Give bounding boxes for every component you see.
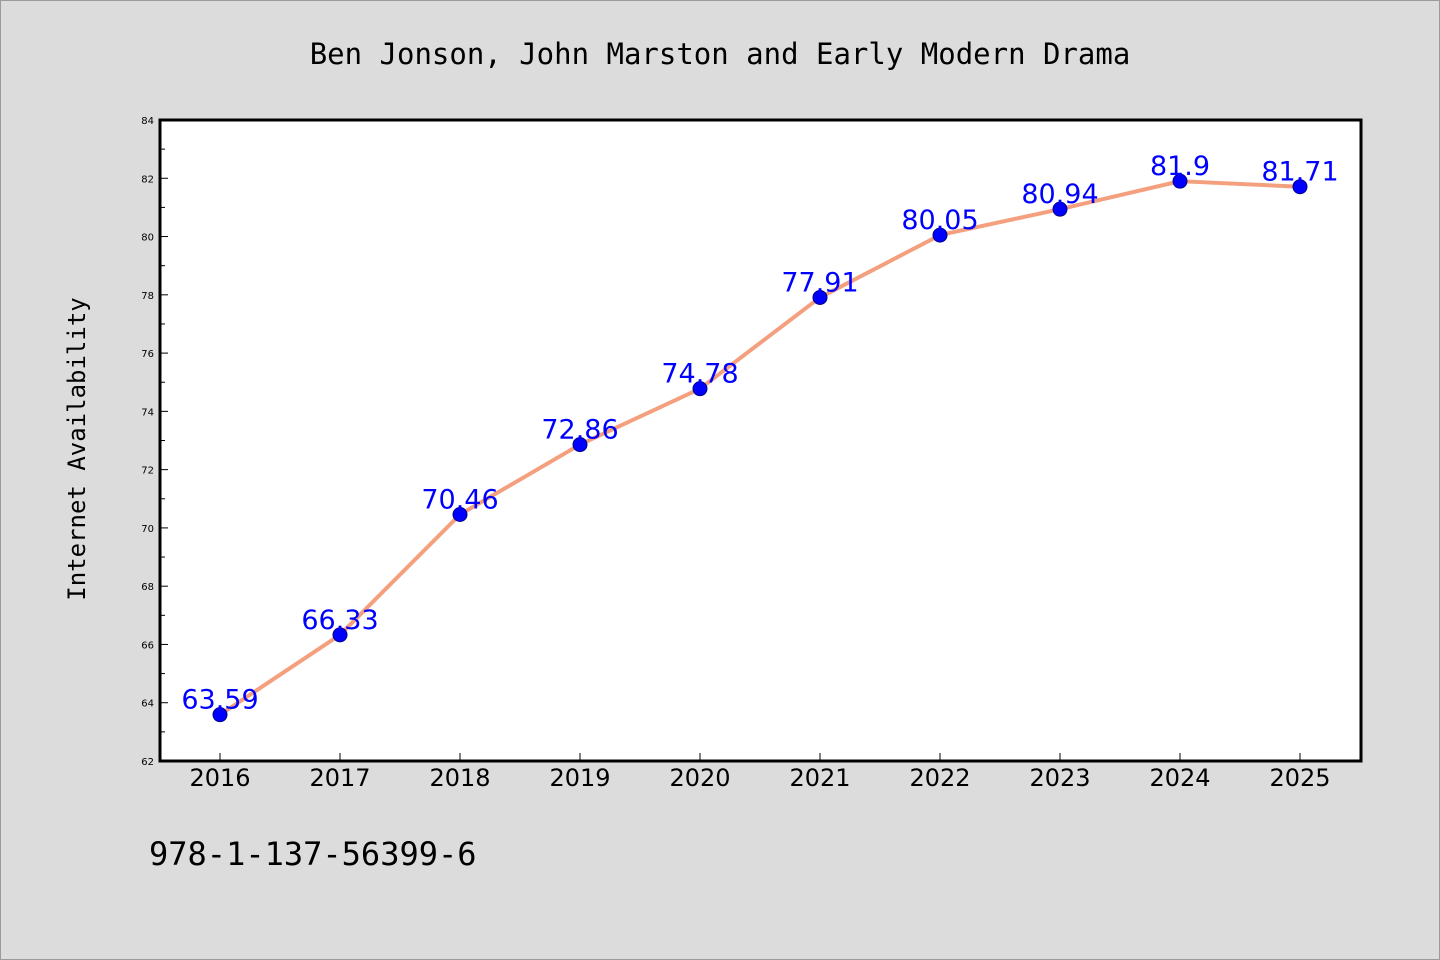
x-tick-label: 2017 bbox=[309, 764, 370, 792]
y-tick-label: 84 bbox=[141, 116, 154, 127]
data-label: 81.9 bbox=[1150, 151, 1210, 182]
y-tick-label: 72 bbox=[141, 466, 154, 477]
x-tick-label: 2024 bbox=[1149, 764, 1210, 792]
data-label: 81.71 bbox=[1261, 157, 1338, 188]
data-point-marker bbox=[692, 381, 708, 397]
series-line bbox=[218, 179, 1302, 717]
y-tick-label: 70 bbox=[141, 524, 154, 535]
y-tick-label: 64 bbox=[141, 699, 154, 710]
x-tick-label: 2025 bbox=[1269, 764, 1330, 792]
x-tick-label: 2020 bbox=[669, 764, 730, 792]
y-tick-label: 78 bbox=[141, 291, 154, 302]
data-label: 66.33 bbox=[301, 605, 378, 636]
x-tick-label: 2018 bbox=[429, 764, 490, 792]
x-tick-label: 2023 bbox=[1029, 764, 1090, 792]
data-point-marker bbox=[1052, 201, 1068, 217]
y-tick-label: 62 bbox=[141, 757, 154, 768]
x-axis: 2016 2017 2018 2019 2020 2021 2022 2023 2024 2025 bbox=[189, 753, 1331, 792]
y-tick-label: 66 bbox=[141, 640, 154, 651]
x-tick-label: 2022 bbox=[909, 764, 970, 792]
series-group: 63.59 66.33 70.46 72.86 74.78 77.91 80.05 80.94… bbox=[181, 151, 1339, 723]
y-tick-label: 76 bbox=[141, 349, 154, 360]
data-point-marker bbox=[332, 627, 348, 643]
data-label: 80.94 bbox=[1021, 179, 1098, 210]
x-tick-label: 2021 bbox=[789, 764, 850, 792]
y-tick-label: 68 bbox=[141, 582, 154, 593]
data-point-marker bbox=[452, 507, 468, 523]
x-tick-label: 2016 bbox=[189, 764, 250, 792]
data-point-marker bbox=[572, 437, 588, 453]
data-label: 70.46 bbox=[421, 485, 498, 516]
data-point-marker bbox=[1172, 173, 1188, 189]
data-point-marker bbox=[932, 227, 948, 243]
data-point-marker bbox=[1292, 179, 1308, 195]
y-axis: 62 64 66 68 70 72 74 76 78 80 82 84 bbox=[141, 116, 168, 768]
plot-area bbox=[158, 118, 1363, 763]
y-tick-label: 74 bbox=[141, 407, 154, 418]
chart-title: Ben Jonson, John Marston and Early Moder… bbox=[310, 37, 1131, 71]
data-label: 74.78 bbox=[661, 359, 738, 390]
data-point-marker bbox=[212, 707, 228, 723]
data-point-marker bbox=[812, 289, 828, 305]
x-tick-label: 2019 bbox=[549, 764, 610, 792]
footer-isbn: 978-1-137-56399-6 bbox=[149, 835, 477, 873]
data-label: 80.05 bbox=[901, 205, 978, 236]
y-tick-label: 82 bbox=[141, 174, 154, 185]
y-tick-label: 80 bbox=[141, 233, 154, 244]
data-label: 63.59 bbox=[181, 685, 258, 716]
data-label: 72.86 bbox=[541, 415, 618, 446]
y-axis-label: Internet Availability bbox=[63, 297, 91, 600]
data-label: 77.91 bbox=[781, 267, 858, 298]
